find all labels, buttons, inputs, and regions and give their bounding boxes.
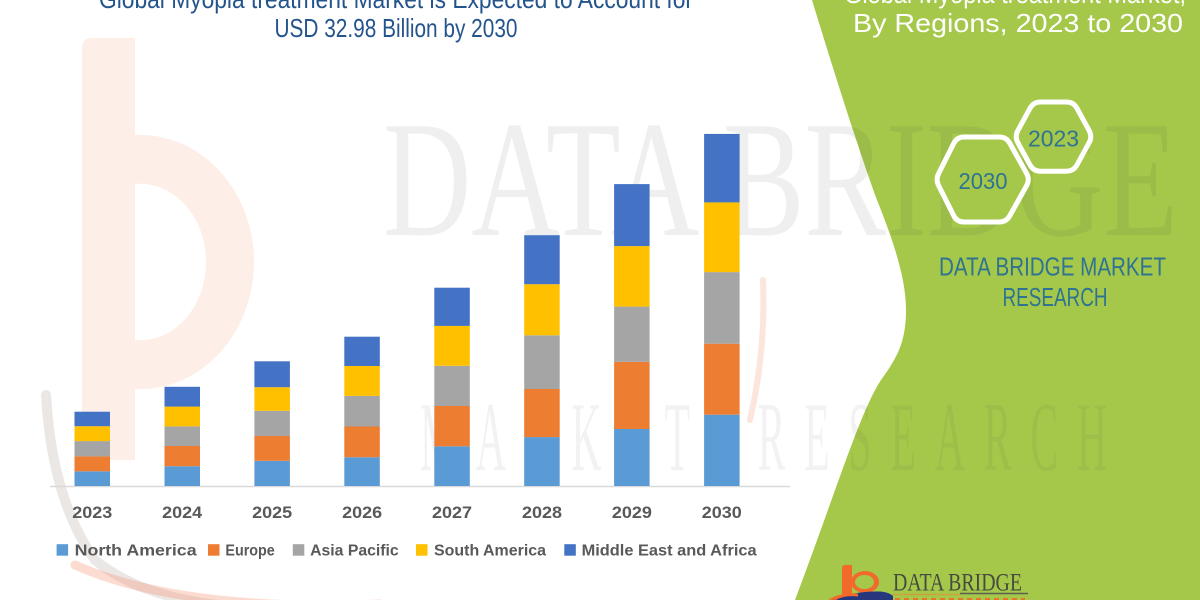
svg-text:RESEARCH: RESEARCH xyxy=(1003,282,1108,312)
svg-text:2023: 2023 xyxy=(72,503,112,522)
svg-text:By Regions, 2023 to 2030: By Regions, 2023 to 2030 xyxy=(853,8,1183,38)
svg-text:USD 32.98 Billion by 2030: USD 32.98 Billion by 2030 xyxy=(275,13,518,43)
svg-text:2025: 2025 xyxy=(252,503,292,522)
svg-text:DATA BRIDGE: DATA BRIDGE xyxy=(893,570,1022,597)
svg-text:2026: 2026 xyxy=(342,503,382,522)
svg-text:Global Myopia treatment Market: Global Myopia treatment Market is Expect… xyxy=(99,0,693,14)
svg-text:Global Myopia treatment Market: Global Myopia treatment Market, xyxy=(844,0,1186,9)
svg-text:2029: 2029 xyxy=(612,503,652,522)
svg-text:Middle East and Africa: Middle East and Africa xyxy=(582,543,757,560)
svg-text:2027: 2027 xyxy=(432,503,472,522)
svg-text:Europe: Europe xyxy=(225,543,274,560)
svg-text:DATA BRIDGE MARKET: DATA BRIDGE MARKET xyxy=(939,252,1166,282)
svg-text:Asia Pacific: Asia Pacific xyxy=(310,543,399,560)
svg-text:2028: 2028 xyxy=(522,503,562,522)
svg-text:2024: 2024 xyxy=(162,503,203,522)
svg-text:North America: North America xyxy=(75,543,197,560)
svg-text:South America: South America xyxy=(434,543,546,560)
svg-text:2023: 2023 xyxy=(1028,126,1079,152)
svg-text:2030: 2030 xyxy=(702,503,742,522)
svg-text:2030: 2030 xyxy=(959,168,1008,194)
